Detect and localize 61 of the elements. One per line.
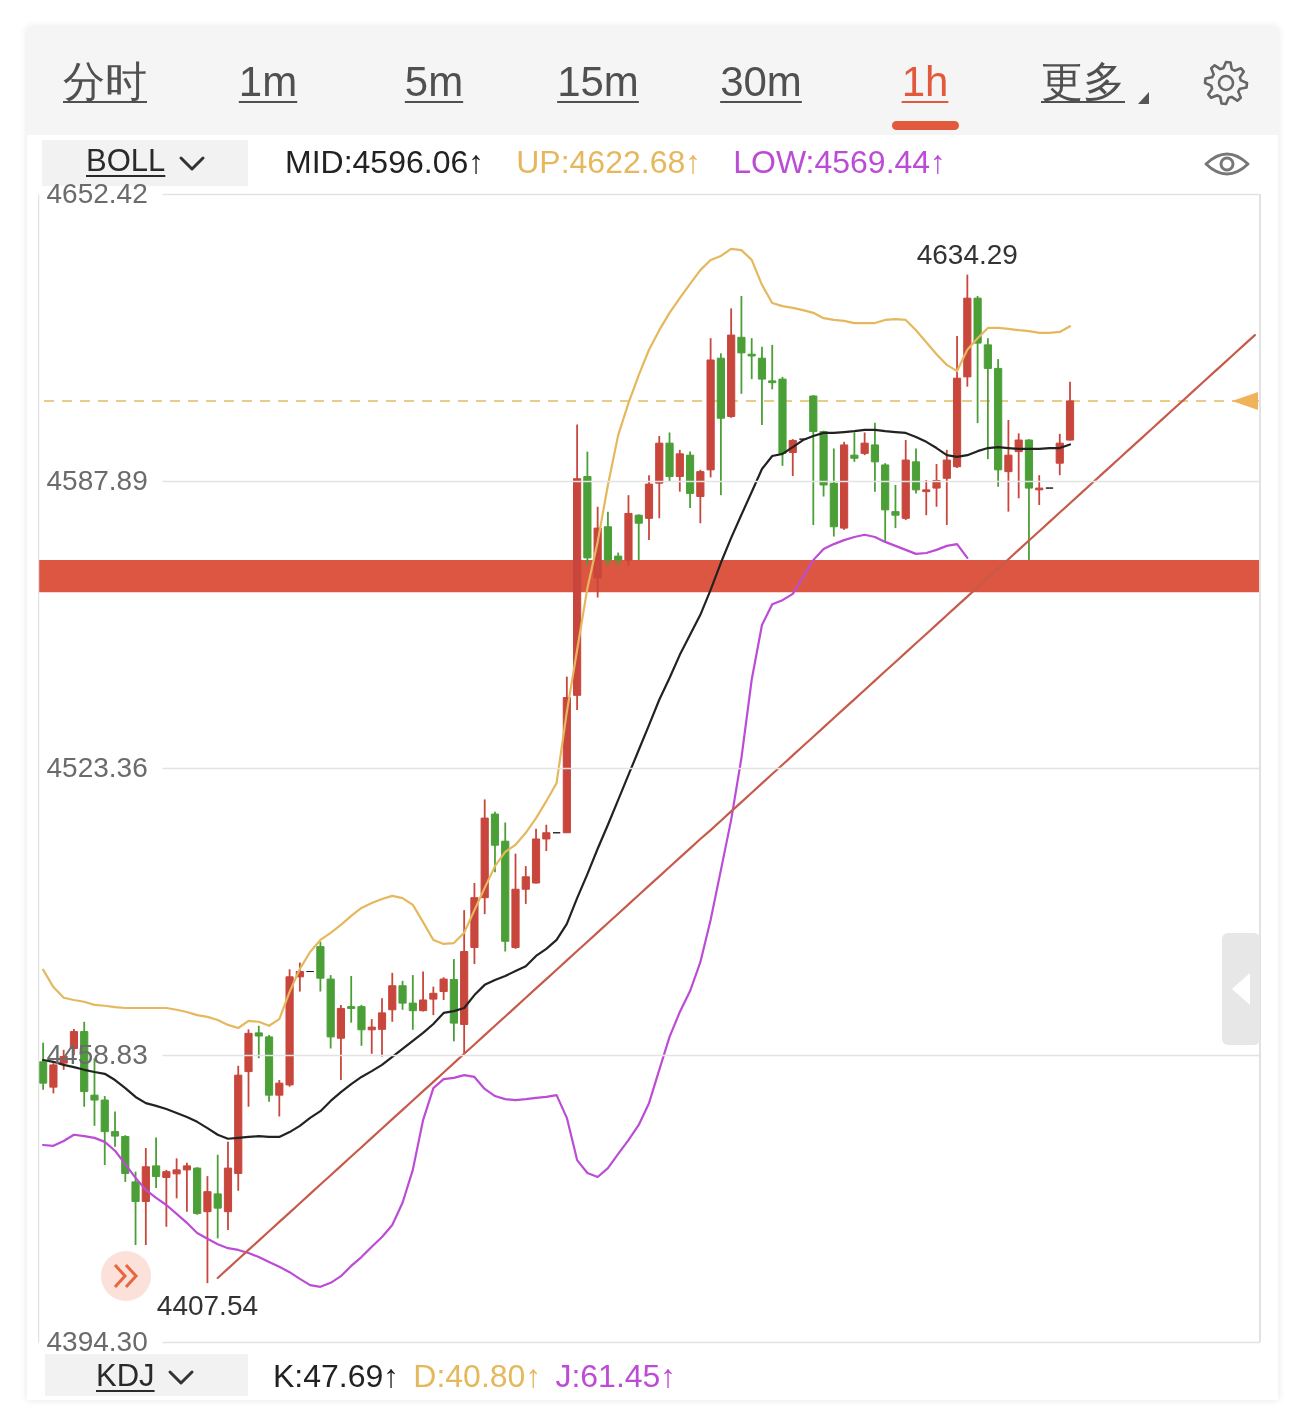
candlestick bbox=[377, 997, 387, 1058]
candlestick bbox=[49, 1062, 58, 1095]
text: 15m bbox=[557, 58, 639, 106]
text: 5m bbox=[404, 58, 464, 106]
candlestick bbox=[860, 431, 869, 457]
candlestick bbox=[737, 295, 746, 395]
candlestick bbox=[542, 823, 551, 852]
candlestick bbox=[357, 1003, 366, 1047]
text: 30m bbox=[720, 58, 802, 106]
candlestick bbox=[932, 463, 941, 508]
text: J:61.45↑ bbox=[555, 1357, 677, 1395]
candlestick bbox=[347, 975, 356, 1024]
candlestick bbox=[768, 343, 777, 391]
line-series bbox=[216, 333, 1256, 1280]
y-tick-label: 4652.42 bbox=[46, 177, 148, 209]
annotation: 4634.29 bbox=[916, 238, 1018, 270]
candlestick bbox=[891, 484, 900, 529]
candlestick bbox=[429, 985, 438, 1017]
candlestick bbox=[1004, 419, 1013, 513]
candlestick bbox=[39, 1041, 48, 1091]
candlestick bbox=[367, 1018, 376, 1055]
candlestick bbox=[1014, 432, 1023, 500]
candlestick bbox=[850, 431, 859, 463]
candlestick bbox=[213, 1153, 222, 1240]
text: 1m bbox=[238, 58, 298, 106]
candlestick bbox=[131, 1170, 140, 1246]
candlestick bbox=[408, 974, 417, 1031]
candlestick bbox=[942, 448, 951, 526]
candlestick bbox=[521, 865, 530, 905]
candlestick bbox=[1035, 474, 1044, 506]
candlestick bbox=[675, 448, 684, 493]
candlestick bbox=[152, 1136, 161, 1190]
candlestick bbox=[254, 1024, 263, 1060]
line-series bbox=[42, 247, 1072, 1030]
text: LOW:4569.44↑ bbox=[733, 143, 947, 181]
text: KDJ bbox=[96, 1358, 155, 1394]
line-series bbox=[42, 533, 969, 1288]
text: UP:4622.68↑ bbox=[516, 143, 702, 181]
text: D:40.80↑ bbox=[413, 1357, 542, 1395]
candlestick bbox=[634, 513, 643, 562]
y-tick-label: 4523.36 bbox=[46, 751, 148, 783]
annotation: 4407.54 bbox=[156, 1290, 259, 1322]
candlestick bbox=[747, 337, 756, 381]
candlestick bbox=[398, 979, 407, 1011]
legend-title: BOLL bbox=[86, 143, 166, 179]
candlestick bbox=[983, 337, 992, 461]
text: 1h bbox=[901, 58, 949, 106]
text: 更多 bbox=[1041, 58, 1125, 106]
candlestick bbox=[870, 421, 880, 493]
y-tick-label: 4394.30 bbox=[46, 1325, 148, 1357]
text: 分时 bbox=[63, 58, 147, 106]
text: K:47.69↑ bbox=[273, 1357, 400, 1395]
candlestick bbox=[110, 1110, 120, 1148]
candlestick bbox=[922, 479, 931, 517]
candlestick bbox=[439, 976, 448, 1001]
candlestick bbox=[757, 345, 767, 426]
y-tick-label: 4587.89 bbox=[46, 464, 148, 496]
candlestick bbox=[182, 1161, 191, 1213]
candlestick bbox=[203, 1175, 212, 1285]
candlestick bbox=[418, 970, 428, 1013]
text: MID:4596.06↑ bbox=[285, 143, 485, 181]
